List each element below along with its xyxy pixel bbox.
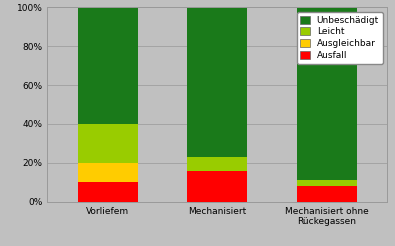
Bar <box>77 7 138 124</box>
Bar <box>297 186 357 202</box>
Bar <box>77 163 138 182</box>
Bar <box>297 7 357 180</box>
Legend: Unbeschädigt, Leicht, Ausgleichbar, Ausfall: Unbeschädigt, Leicht, Ausgleichbar, Ausf… <box>297 12 383 64</box>
Bar <box>77 124 138 163</box>
Bar <box>297 180 357 186</box>
Bar <box>77 182 138 202</box>
Bar <box>187 171 247 202</box>
Bar <box>187 7 247 157</box>
Bar <box>187 157 247 171</box>
